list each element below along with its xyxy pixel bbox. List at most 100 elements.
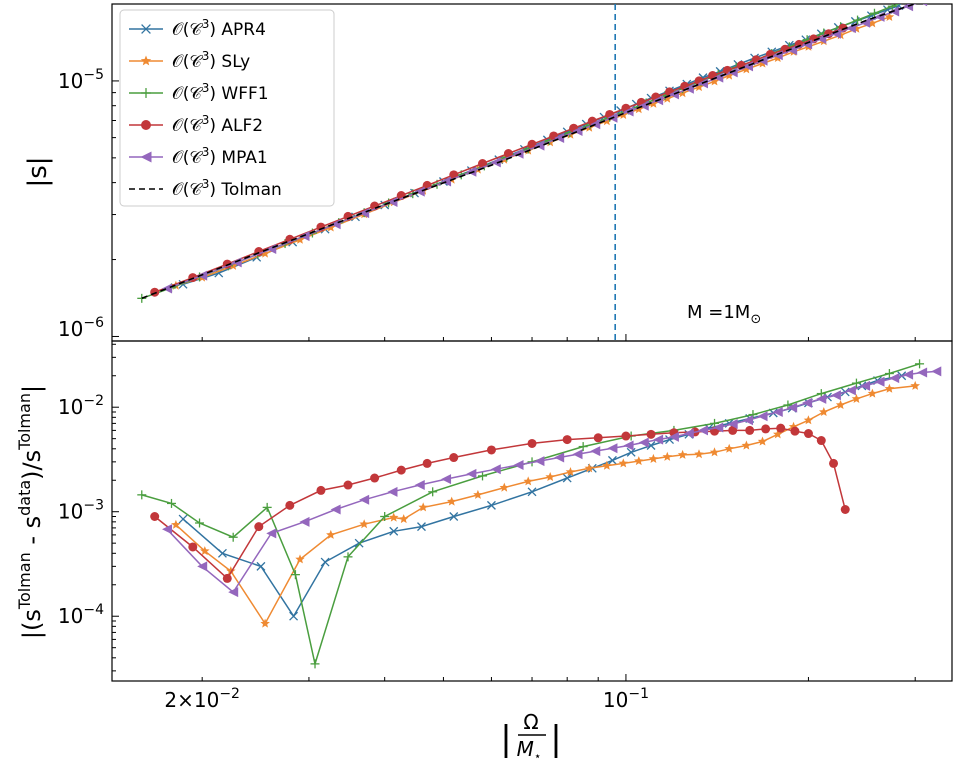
bottom-point-sly bbox=[418, 502, 428, 512]
bottom-point-sly bbox=[584, 463, 594, 473]
legend-label-wff1: 𝒪(𝒞3) WFF1 bbox=[172, 81, 269, 104]
top-point-wff1 bbox=[887, 4, 897, 11]
tick-label-exp: −6 bbox=[83, 315, 104, 331]
legend-entry-tolman: 𝒪(𝒞3) Tolman bbox=[129, 177, 282, 200]
bottom-point-mpa1 bbox=[727, 419, 738, 430]
bottom-point-alf2 bbox=[816, 436, 826, 446]
marker-triangle bbox=[668, 89, 679, 100]
bottom-point-alf2 bbox=[222, 573, 232, 583]
legend-label-prefix: 𝒪(𝒞 bbox=[172, 52, 203, 72]
top-y-axis-label: |s| bbox=[23, 156, 53, 187]
tick-label-exp: −3 bbox=[83, 498, 104, 514]
marker-triangle bbox=[554, 132, 565, 143]
bottom-point-sly bbox=[389, 512, 399, 522]
bottom-series-wff1 bbox=[137, 359, 925, 669]
marker-star bbox=[602, 116, 612, 126]
bottom-point-mpa1 bbox=[387, 486, 398, 497]
top-point-alf2 bbox=[527, 139, 537, 149]
bottom-point-mpa1 bbox=[590, 446, 601, 457]
top-point-mpa1 bbox=[162, 283, 173, 294]
top-point-sly bbox=[662, 93, 672, 103]
bottom-point-wff1 bbox=[710, 418, 720, 428]
bottom-point-apr4 bbox=[354, 538, 364, 548]
marker-star bbox=[677, 449, 688, 459]
bottom-point-sly bbox=[803, 415, 814, 425]
top-point-mpa1 bbox=[554, 132, 565, 143]
tick-label-exp: −4 bbox=[83, 602, 104, 618]
marker-triangle bbox=[889, 373, 900, 384]
bottom-point-sly bbox=[835, 400, 846, 409]
bottom-point-mpa1 bbox=[816, 393, 827, 404]
bottom-point-alf2 bbox=[776, 423, 786, 433]
marker-triangle bbox=[727, 419, 738, 430]
bottom-point-sly bbox=[662, 451, 672, 461]
marker-triangle bbox=[623, 440, 634, 451]
marker-triangle bbox=[572, 449, 583, 460]
marker-triangle bbox=[572, 125, 583, 136]
marker-star bbox=[399, 514, 409, 524]
top-point-sly bbox=[228, 260, 238, 270]
marker-triangle bbox=[860, 17, 871, 28]
marker-triangle bbox=[653, 434, 664, 445]
marker-triangle bbox=[713, 72, 724, 83]
bottom-point-sly bbox=[499, 482, 509, 492]
marker-triangle bbox=[266, 528, 277, 539]
top-y-axis: 10−510−6 bbox=[58, 67, 104, 341]
marker-star bbox=[200, 546, 210, 556]
top-point-sly bbox=[602, 116, 612, 126]
marker-x-stroke bbox=[389, 526, 399, 536]
legend-label-tolman: 𝒪(𝒞3) Tolman bbox=[172, 177, 282, 200]
bottom-point-apr4 bbox=[486, 500, 496, 510]
bottom-point-wff1 bbox=[166, 498, 176, 508]
bottom-point-wff1 bbox=[884, 369, 894, 379]
bottom-point-sly bbox=[200, 546, 210, 556]
marker-triangle bbox=[874, 376, 885, 387]
bottom-series-alf2 bbox=[150, 423, 850, 583]
legend-marker-sly bbox=[140, 55, 152, 66]
marker-circle bbox=[478, 159, 488, 169]
bottom-y-axis: 10−210−310−4 bbox=[58, 393, 104, 628]
bottom-point-mpa1 bbox=[534, 456, 545, 467]
bottom-point-mpa1 bbox=[359, 494, 370, 505]
bottom-point-mpa1 bbox=[787, 402, 798, 413]
ylabel-mid: - s bbox=[18, 516, 46, 552]
bottom-point-wff1 bbox=[851, 378, 861, 388]
bottom-point-mpa1 bbox=[697, 425, 708, 436]
marker-star bbox=[389, 512, 399, 522]
legend-label-sly: 𝒪(𝒞3) SLy bbox=[172, 49, 250, 72]
marker-x-stroke bbox=[417, 522, 426, 532]
legend-label-suffix: ) WFF1 bbox=[209, 84, 268, 104]
bottom-line-wff1 bbox=[141, 363, 920, 667]
marker-circle bbox=[486, 445, 496, 455]
marker-x-stroke bbox=[178, 514, 188, 524]
marker-x-stroke bbox=[562, 473, 572, 483]
x-tick-label: 10−1 bbox=[603, 686, 649, 712]
legend-label-sup: 3 bbox=[202, 177, 210, 191]
top-point-alf2 bbox=[478, 159, 488, 169]
top-point-sly bbox=[260, 248, 270, 258]
x-label-denominator: M⋆ bbox=[517, 737, 542, 761]
marker-x-stroke bbox=[486, 500, 496, 510]
top-line-alf2 bbox=[154, 27, 844, 293]
marker-circle bbox=[816, 436, 826, 446]
bottom-point-alf2 bbox=[343, 480, 353, 490]
bottom-point-mpa1 bbox=[266, 528, 277, 539]
bottom-point-alf2 bbox=[254, 522, 264, 532]
top-point-mpa1 bbox=[414, 186, 425, 197]
bottom-point-sly bbox=[819, 407, 829, 416]
bottom-point-sly bbox=[295, 554, 305, 564]
legend-label-sup: 3 bbox=[202, 113, 210, 127]
marker-star bbox=[741, 64, 752, 74]
marker-triangle bbox=[534, 456, 545, 467]
bottom-point-sly bbox=[788, 421, 799, 431]
marker-star bbox=[171, 519, 181, 529]
bottom-point-apr4 bbox=[417, 522, 426, 532]
marker-triangle bbox=[713, 422, 724, 433]
bottom-point-wff1 bbox=[137, 490, 147, 500]
bottom-point-sly bbox=[851, 393, 862, 403]
marker-triangle bbox=[228, 587, 239, 598]
marker-star bbox=[295, 234, 305, 244]
ylabel-sup2: data bbox=[15, 480, 34, 516]
